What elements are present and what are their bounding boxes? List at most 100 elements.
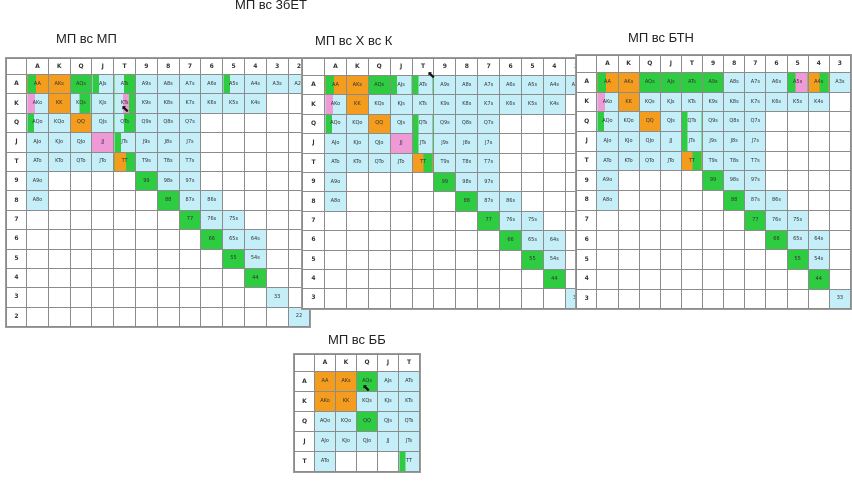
hand-cell-empty[interactable] <box>521 268 544 290</box>
hand-cell-JTs[interactable]: JTs <box>411 133 435 154</box>
hand-cell-empty[interactable] <box>744 288 767 310</box>
hand-cell-empty[interactable] <box>69 229 93 250</box>
hand-cell-AQs[interactable]: AQs <box>69 73 93 95</box>
hand-cell-K7s[interactable]: K7s <box>744 91 767 113</box>
hand-cell-T8s[interactable]: T8s <box>156 151 180 172</box>
hand-cell-empty[interactable] <box>367 268 391 290</box>
hand-cell-77[interactable]: 77 <box>477 210 501 232</box>
hand-cell-JTs[interactable]: JTs <box>398 431 420 452</box>
hand-cell-K6s[interactable]: K6s <box>499 94 523 115</box>
hand-cell-empty[interactable] <box>69 267 93 289</box>
hand-cell-J8s[interactable]: J8s <box>723 131 746 152</box>
hand-cell-empty[interactable] <box>134 248 158 269</box>
hand-cell-AJs[interactable]: AJs <box>91 73 115 95</box>
hand-cell-A8s[interactable]: A8s <box>723 72 746 93</box>
hand-cell-Q9s[interactable]: Q9s <box>701 111 725 133</box>
hand-cell-K6s[interactable]: K6s <box>765 91 788 113</box>
hand-cell-empty[interactable] <box>680 268 703 290</box>
hand-cell-empty[interactable] <box>243 306 267 328</box>
hand-cell-KTs[interactable]: KTs <box>680 91 703 113</box>
hand-cell-empty[interactable] <box>828 190 852 211</box>
hand-cell-empty[interactable] <box>542 210 566 232</box>
hand-cell-empty[interactable] <box>411 288 435 309</box>
hand-cell-empty[interactable] <box>680 190 703 211</box>
hand-cell-empty[interactable] <box>433 288 457 309</box>
hand-cell-empty[interactable] <box>243 209 267 231</box>
hand-cell-empty[interactable] <box>47 306 71 328</box>
hand-cell-empty[interactable] <box>499 288 523 309</box>
hand-cell-ATs[interactable]: ATs <box>680 72 703 93</box>
hand-cell-AJs[interactable]: AJs <box>377 371 399 392</box>
hand-cell-empty[interactable] <box>542 113 566 135</box>
hand-cell-empty[interactable] <box>134 267 158 289</box>
hand-cell-empty[interactable] <box>411 249 435 270</box>
hand-cell-empty[interactable] <box>807 150 830 172</box>
hand-cell-KQo[interactable]: KQo <box>335 411 357 432</box>
hand-cell-Q9s[interactable]: Q9s <box>134 112 158 134</box>
hand-cell-A6s[interactable]: A6s <box>765 72 788 93</box>
hand-cell-empty[interactable] <box>828 131 852 152</box>
hand-cell-empty[interactable] <box>389 191 413 212</box>
hand-cell-K9s[interactable]: K9s <box>134 93 158 114</box>
hand-cell-empty[interactable] <box>723 209 746 231</box>
hand-cell-75s[interactable]: 75s <box>222 209 245 231</box>
hand-cell-empty[interactable] <box>200 306 224 328</box>
hand-cell-empty[interactable] <box>265 93 289 114</box>
hand-cell-99[interactable]: 99 <box>433 171 457 193</box>
hand-cell-K4s[interactable]: K4s <box>243 93 267 114</box>
hand-cell-empty[interactable] <box>178 306 202 328</box>
hand-cell-empty[interactable] <box>638 190 661 211</box>
hand-cell-KJs[interactable]: KJs <box>91 93 115 114</box>
hand-cell-J9s[interactable]: J9s <box>433 133 457 154</box>
hand-cell-98s[interactable]: 98s <box>156 170 180 192</box>
hand-cell-75s[interactable]: 75s <box>786 209 809 231</box>
hand-cell-A8o[interactable]: A8o <box>26 190 49 211</box>
hand-cell-empty[interactable] <box>744 249 767 270</box>
hand-cell-empty[interactable] <box>356 451 378 472</box>
hand-cell-empty[interactable] <box>411 210 435 232</box>
hand-cell-empty[interactable] <box>680 170 703 192</box>
hand-cell-empty[interactable] <box>765 170 788 192</box>
hand-cell-JTo[interactable]: JTo <box>659 150 682 172</box>
hand-cell-empty[interactable] <box>617 229 640 251</box>
hand-cell-KTs[interactable]: KTs <box>411 94 435 115</box>
hand-cell-empty[interactable] <box>723 229 746 251</box>
hand-cell-QJo[interactable]: QJo <box>638 131 661 152</box>
hand-cell-empty[interactable] <box>617 288 640 310</box>
hand-cell-empty[interactable] <box>542 191 566 212</box>
hand-cell-empty[interactable] <box>521 171 544 193</box>
hand-cell-empty[interactable] <box>91 248 115 269</box>
hand-cell-empty[interactable] <box>265 267 289 289</box>
hand-cell-KQo[interactable]: KQo <box>47 112 71 134</box>
hand-cell-empty[interactable] <box>499 268 523 290</box>
hand-cell-J7s[interactable]: J7s <box>477 133 501 154</box>
hand-cell-TT[interactable]: TT <box>113 151 136 172</box>
hand-cell-empty[interactable] <box>47 209 71 231</box>
hand-cell-empty[interactable] <box>222 190 245 211</box>
hand-cell-empty[interactable] <box>828 249 852 270</box>
hand-cell-KK[interactable]: KK <box>47 93 71 114</box>
hand-cell-empty[interactable] <box>69 248 93 269</box>
hand-cell-A7s[interactable]: A7s <box>178 73 202 95</box>
hand-cell-empty[interactable] <box>367 210 391 232</box>
hand-cell-empty[interactable] <box>156 306 180 328</box>
hand-cell-A4s[interactable]: A4s <box>807 72 830 93</box>
hand-cell-54s[interactable]: 54s <box>807 249 830 270</box>
hand-cell-empty[interactable] <box>807 209 830 231</box>
hand-cell-empty[interactable] <box>243 132 267 153</box>
hand-cell-KJs[interactable]: KJs <box>389 94 413 115</box>
hand-cell-empty[interactable] <box>345 210 369 232</box>
hand-cell-empty[interactable] <box>680 288 703 310</box>
hand-cell-empty[interactable] <box>680 229 703 251</box>
hand-cell-TT[interactable]: TT <box>398 451 420 472</box>
hand-cell-empty[interactable] <box>91 306 115 328</box>
hand-cell-empty[interactable] <box>521 133 544 154</box>
hand-cell-AA[interactable]: AA <box>324 74 347 96</box>
hand-cell-empty[interactable] <box>243 170 267 192</box>
hand-cell-empty[interactable] <box>91 170 115 192</box>
hand-cell-empty[interactable] <box>324 230 347 251</box>
hand-cell-empty[interactable] <box>521 152 544 173</box>
hand-cell-J9s[interactable]: J9s <box>701 131 725 152</box>
hand-cell-66[interactable]: 66 <box>499 230 523 251</box>
hand-cell-empty[interactable] <box>200 132 224 153</box>
